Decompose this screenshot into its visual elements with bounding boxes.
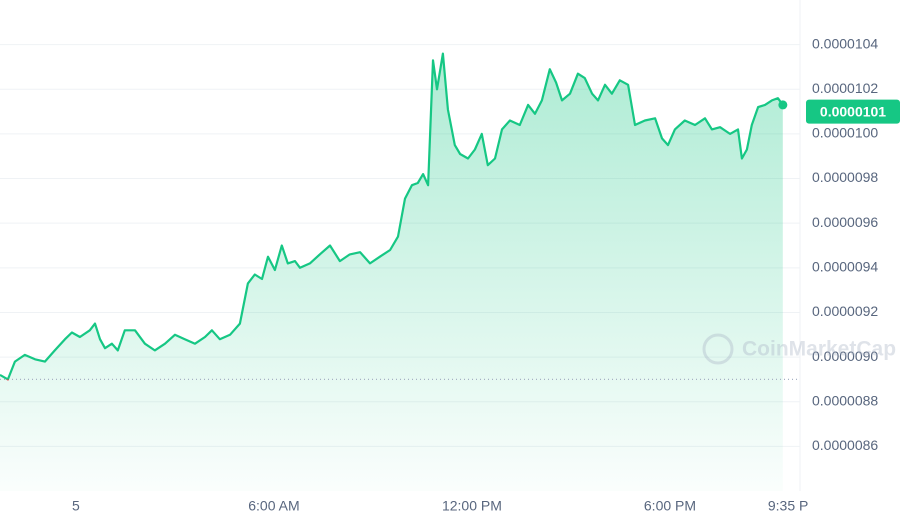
y-tick-label: 0.0000096	[812, 214, 878, 230]
y-tick-label: 0.0000102	[812, 80, 878, 96]
last-point	[778, 100, 788, 110]
x-tick-label: 12:00 PM	[442, 498, 502, 514]
x-tick-label: 6:00 PM	[644, 498, 696, 514]
y-tick-label: 0.0000094	[812, 259, 878, 275]
y-tick-label: 0.0000086	[812, 437, 878, 453]
y-tick-label: 0.0000088	[812, 392, 878, 408]
price-line	[0, 52, 784, 381]
y-tick-label: 0.0000104	[812, 35, 878, 51]
x-tick-label: 5	[72, 498, 80, 514]
y-tick-label: 0.0000092	[812, 303, 878, 319]
y-tick-label: 0.0000098	[812, 169, 878, 185]
area-fill	[0, 53, 783, 491]
watermark-logo	[702, 333, 734, 365]
watermark-text: CoinMarketCap	[742, 338, 896, 361]
price-badge-label: 0.0000101	[820, 103, 886, 119]
x-tick-label: 6:00 AM	[248, 498, 299, 514]
x-tick-label: 9:35 P	[768, 498, 808, 514]
watermark: CoinMarketCap	[702, 333, 896, 365]
y-tick-label: 0.0000090	[812, 348, 878, 364]
y-tick-label: 0.0000100	[812, 125, 878, 141]
price-badge	[806, 99, 900, 124]
